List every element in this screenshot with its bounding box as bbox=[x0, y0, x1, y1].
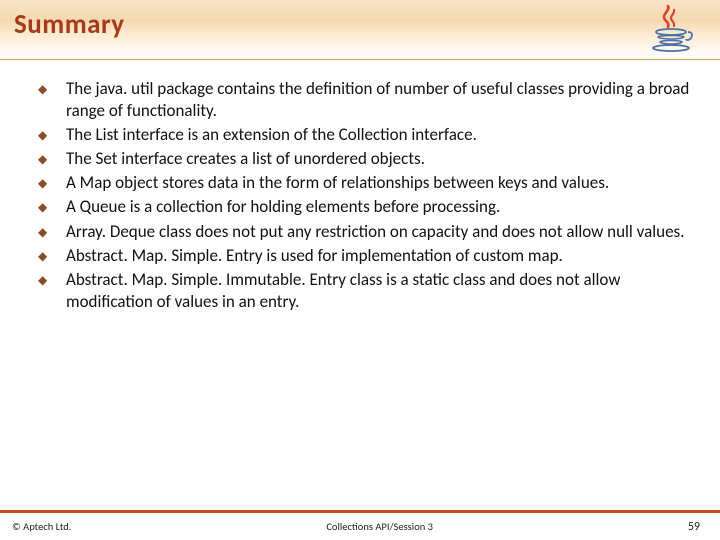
bullet-icon: ◆ bbox=[30, 221, 66, 240]
bullet-icon: ◆ bbox=[30, 78, 66, 97]
footer-session: Collections API/Session 3 bbox=[71, 520, 687, 533]
slide-content: ◆ The java. util package contains the de… bbox=[0, 60, 720, 313]
slide-title: Summary bbox=[14, 8, 720, 41]
list-item: ◆ Array. Deque class does not put any re… bbox=[30, 221, 692, 243]
list-item: ◆ A Queue is a collection for holding el… bbox=[30, 196, 692, 218]
bullet-icon: ◆ bbox=[30, 196, 66, 215]
bullet-icon: ◆ bbox=[30, 172, 66, 191]
java-logo-icon bbox=[644, 2, 698, 56]
bullet-text: The java. util package contains the defi… bbox=[66, 78, 692, 122]
bullet-text: The Set interface creates a list of unor… bbox=[66, 148, 692, 170]
list-item: ◆ Abstract. Map. Simple. Entry is used f… bbox=[30, 245, 692, 267]
bullet-icon: ◆ bbox=[30, 124, 66, 143]
bullet-icon: ◆ bbox=[30, 148, 66, 167]
slide-footer: © Aptech Ltd. Collections API/Session 3 … bbox=[0, 510, 720, 540]
list-item: ◆ The Set interface creates a list of un… bbox=[30, 148, 692, 170]
footer-copyright: © Aptech Ltd. bbox=[0, 520, 71, 533]
list-item: ◆ The List interface is an extension of … bbox=[30, 124, 692, 146]
footer-page-number: 59 bbox=[688, 520, 720, 534]
list-item: ◆ A Map object stores data in the form o… bbox=[30, 172, 692, 194]
bullet-text: The List interface is an extension of th… bbox=[66, 124, 692, 146]
bullet-icon: ◆ bbox=[30, 245, 66, 264]
bullet-text: A Queue is a collection for holding elem… bbox=[66, 196, 692, 218]
bullet-text: Abstract. Map. Simple. Immutable. Entry … bbox=[66, 269, 692, 313]
bullet-text: A Map object stores data in the form of … bbox=[66, 172, 692, 194]
bullet-icon: ◆ bbox=[30, 269, 66, 288]
bullet-text: Array. Deque class does not put any rest… bbox=[66, 221, 692, 243]
slide-header: Summary bbox=[0, 0, 720, 60]
bullet-text: Abstract. Map. Simple. Entry is used for… bbox=[66, 245, 692, 267]
list-item: ◆ The java. util package contains the de… bbox=[30, 78, 692, 122]
list-item: ◆ Abstract. Map. Simple. Immutable. Entr… bbox=[30, 269, 692, 313]
summary-bullet-list: ◆ The java. util package contains the de… bbox=[30, 78, 692, 313]
